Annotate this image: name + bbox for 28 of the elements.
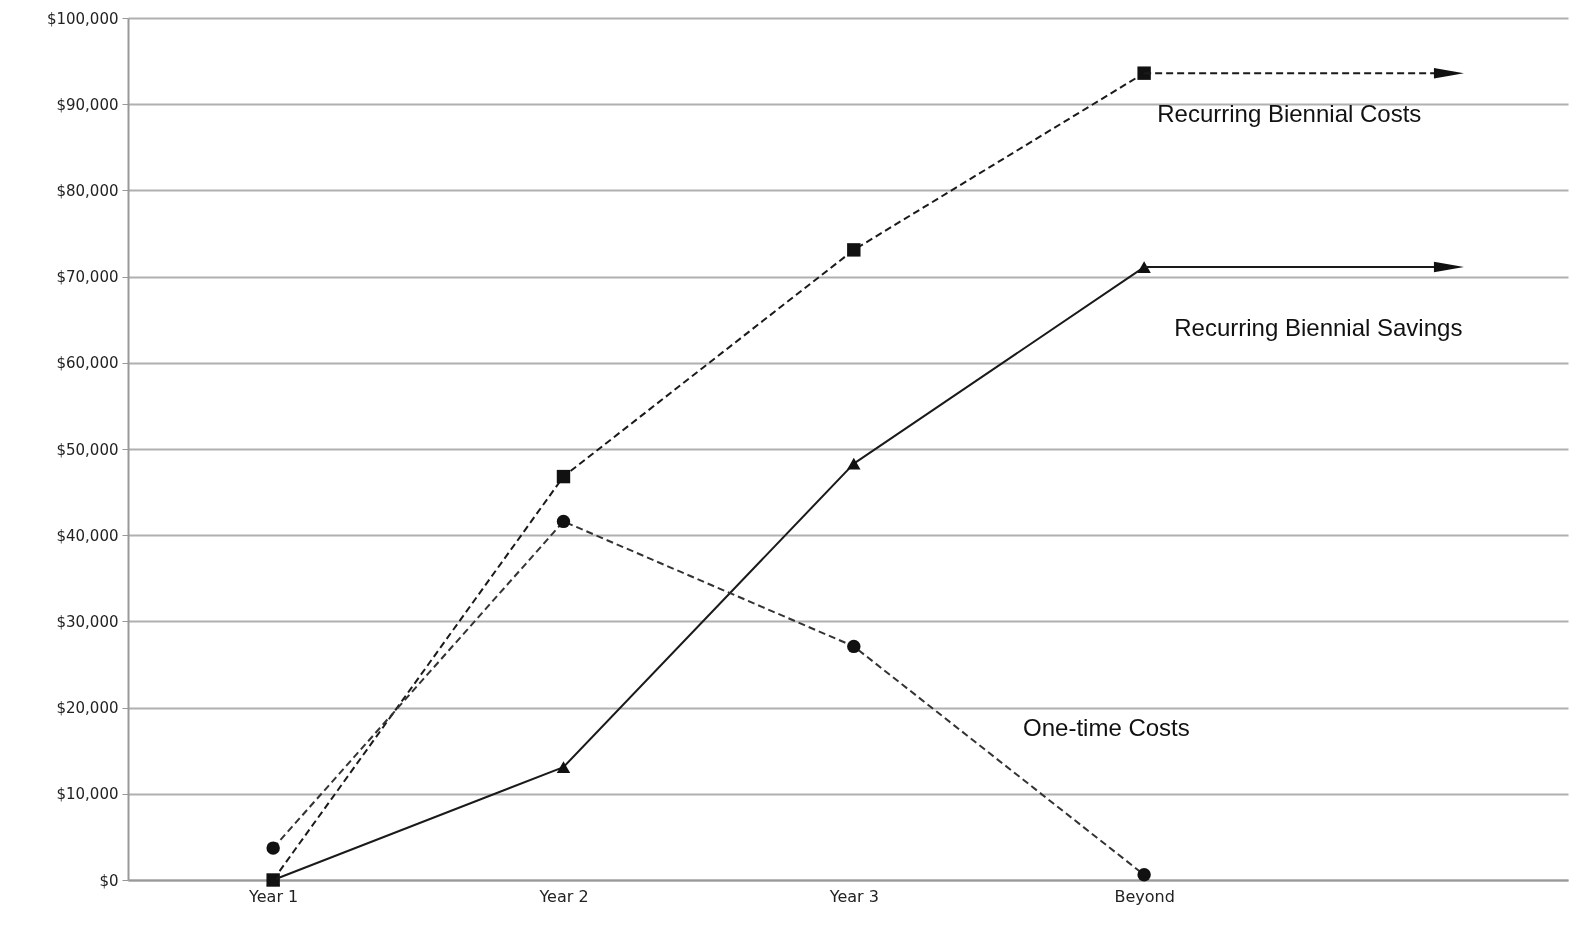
y-tick-label: $100,000 <box>46 9 119 28</box>
y-tick-label: $0 <box>99 871 119 890</box>
x-tick-label: Year 2 <box>538 886 589 906</box>
x-tick-label: Year 1 <box>248 886 299 906</box>
y-tick-label: $40,000 <box>56 526 119 545</box>
point <box>556 514 571 529</box>
series-label: One-time Costs <box>1023 713 1190 741</box>
x-tick-label: Beyond <box>1114 886 1175 906</box>
point <box>556 469 571 484</box>
y-tick-label: $30,000 <box>56 612 119 631</box>
y-tick-label: $50,000 <box>56 440 119 459</box>
point <box>847 457 861 470</box>
point <box>847 243 861 257</box>
x-tick-label: Year 3 <box>828 886 879 906</box>
point <box>1137 868 1151 882</box>
y-tick-label: $10,000 <box>56 785 119 804</box>
series-label: Recurring Biennial Costs <box>1157 100 1422 128</box>
series-label: Recurring Biennial Savings <box>1174 314 1463 342</box>
point <box>847 639 861 654</box>
point <box>1137 261 1151 273</box>
y-tick-label: $60,000 <box>56 354 119 373</box>
y-tick-label: $80,000 <box>56 181 119 200</box>
point <box>556 761 571 773</box>
y-tick-label: $90,000 <box>56 95 119 114</box>
point <box>266 841 280 855</box>
point <box>1137 66 1151 80</box>
y-tick-label: $20,000 <box>56 699 119 718</box>
y-tick-label: $70,000 <box>56 268 119 287</box>
